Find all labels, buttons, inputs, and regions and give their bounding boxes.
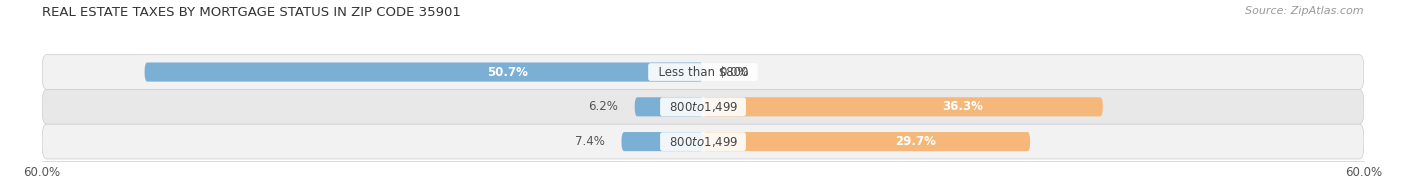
Text: 0.0%: 0.0% — [720, 65, 749, 79]
Text: $800 to $1,499: $800 to $1,499 — [662, 100, 744, 114]
FancyBboxPatch shape — [42, 124, 1364, 159]
Text: 36.3%: 36.3% — [942, 100, 983, 113]
FancyBboxPatch shape — [703, 132, 1031, 151]
Text: Source: ZipAtlas.com: Source: ZipAtlas.com — [1246, 6, 1364, 16]
FancyBboxPatch shape — [42, 55, 1364, 89]
FancyBboxPatch shape — [703, 97, 1102, 116]
Text: 29.7%: 29.7% — [896, 135, 936, 148]
Text: 6.2%: 6.2% — [588, 100, 619, 113]
FancyBboxPatch shape — [145, 63, 703, 82]
Text: REAL ESTATE TAXES BY MORTGAGE STATUS IN ZIP CODE 35901: REAL ESTATE TAXES BY MORTGAGE STATUS IN … — [42, 6, 461, 19]
Text: 50.7%: 50.7% — [486, 65, 529, 79]
FancyBboxPatch shape — [42, 89, 1364, 124]
FancyBboxPatch shape — [621, 132, 703, 151]
Text: 7.4%: 7.4% — [575, 135, 605, 148]
Text: Less than $800: Less than $800 — [651, 65, 755, 79]
Text: $800 to $1,499: $800 to $1,499 — [662, 135, 744, 149]
FancyBboxPatch shape — [634, 97, 703, 116]
